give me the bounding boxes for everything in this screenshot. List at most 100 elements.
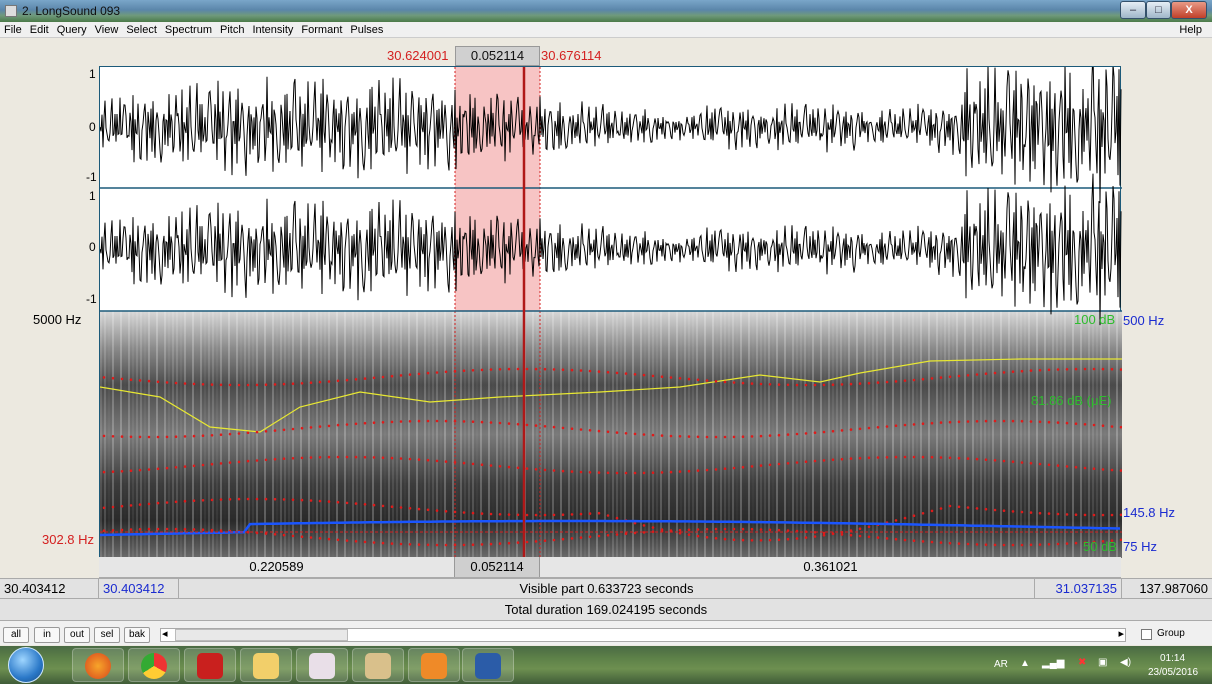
zoom-in-button[interactable]: in [34,627,60,643]
formant-point [705,435,709,439]
wave2-mid-label: 0 [89,240,96,254]
formant-point [894,424,898,428]
formant-point [444,460,448,463]
menu-pulses[interactable]: Pulses [350,24,384,36]
flag-icon[interactable]: ✖ [1078,657,1087,668]
formant-point [363,377,367,380]
praat-taskbar-button[interactable] [296,648,348,682]
formant-point [777,462,781,466]
word-taskbar-button[interactable] [462,648,514,682]
firefox-taskbar-button[interactable] [72,648,124,682]
visible-end-time[interactable]: 31.037135 [1034,579,1122,599]
group-checkbox[interactable] [1141,629,1152,640]
start-button[interactable] [8,647,44,683]
menu-spectrum[interactable]: Spectrum [164,24,212,36]
formant-point [957,374,961,378]
zoom-out-button[interactable]: out [64,627,90,643]
menu-intensity[interactable]: Intensity [252,24,294,36]
horizontal-scrollbar[interactable]: ◂ ▸ [160,628,1126,642]
formant-point [462,420,466,423]
signal-panel[interactable] [99,51,1123,558]
formant-point [1119,425,1123,429]
segment-middle[interactable]: 0.052114 [455,557,540,577]
menu-edit[interactable]: Edit [29,24,49,36]
formant-point [768,538,772,542]
paint-taskbar-button[interactable] [352,648,404,682]
spectrogram-stripe [388,311,390,558]
total-duration-label[interactable]: Total duration 169.024195 seconds [504,602,708,617]
formant-point [480,512,484,515]
menu-file[interactable]: File [4,24,22,36]
pitch-bottom-freq: 75 Hz [1123,539,1157,554]
clock-time[interactable]: 01:14 [1160,653,1186,664]
menu-help[interactable]: Help [1179,24,1202,36]
visible-part-label[interactable]: Visible part 0.633723 seconds [519,581,694,596]
segment-right[interactable]: 0.361021 [803,559,858,574]
spectrogram-stripe [1096,311,1098,558]
menu-formant[interactable]: Formant [301,24,343,36]
formant-point [966,457,970,460]
total-duration-row: Total duration 169.024195 seconds [0,598,1212,620]
spectrogram-stripe [832,311,834,558]
clock-date[interactable]: 23/05/2016 [1148,667,1199,678]
minimize-button[interactable]: – [1120,1,1146,19]
explorer-taskbar-button[interactable] [240,648,292,682]
chrome-taskbar-button[interactable] [128,648,180,682]
formant-point [741,435,745,439]
language-indicator[interactable]: AR [994,659,1008,670]
selection-duration[interactable]: 0.052114 [455,46,540,66]
formant-point [822,533,826,537]
scroll-right-icon[interactable]: ▸ [1118,628,1124,640]
formant-point [588,369,592,373]
show-hidden-icons-icon[interactable]: ▲ [1020,658,1030,669]
menu-select[interactable]: Select [126,24,157,36]
formant-point [507,367,511,371]
formant-point [453,543,457,547]
formant-point [930,509,934,513]
spectrogram-stripe [232,311,234,558]
zoom-all-button[interactable]: all [3,627,29,643]
formant-point [903,538,907,542]
formant-point [120,504,124,508]
window-start-time[interactable]: 30.403412 [0,579,99,599]
formant-point [345,378,349,382]
spectrogram-stripe [1000,311,1002,558]
spectrogram-stripe [948,311,950,558]
formant-point [372,421,376,425]
formant-point [462,511,466,514]
signal-drawing[interactable] [99,51,1123,558]
visible-start-time[interactable]: 30.403412 [99,579,179,599]
formant-point [318,425,322,428]
menu-view[interactable]: View [94,24,119,36]
network-icon[interactable]: ▂▄▆ [1042,658,1065,669]
spectrogram-stripe [680,311,682,558]
segment-left[interactable]: 0.220589 [99,557,455,577]
formant-point [345,501,349,505]
window-end-time[interactable]: 137.987060 [1139,581,1208,596]
zoom-back-button[interactable]: bak [124,627,150,643]
zoom-sel-button[interactable]: sel [94,627,120,643]
formant-point [885,425,889,428]
scroll-thumb[interactable] [175,629,348,641]
scroll-left-icon[interactable]: ◂ [162,628,168,640]
maximize-button[interactable]: □ [1146,1,1171,19]
close-button[interactable]: X [1171,1,1207,19]
formant-point [732,538,736,541]
spectrogram-stripe [884,311,886,558]
pdf-reader-taskbar-button[interactable] [184,648,236,682]
formant-point [903,516,907,520]
formant-point [102,376,106,379]
menu-query[interactable]: Query [56,24,87,36]
formant-point [885,380,889,384]
menu-pitch[interactable]: Pitch [219,24,245,36]
device-icon[interactable]: ▣ [1098,657,1108,668]
spectrogram-stripe [1060,311,1062,558]
formant-point [768,528,772,532]
formant-point [444,370,448,374]
media-player-taskbar-button[interactable] [408,648,460,682]
formant-point [759,464,763,467]
spectrogram-stripe [1076,311,1078,558]
formant-point [192,528,196,531]
volume-icon[interactable]: ◀) [1120,657,1132,668]
formant-point [849,382,853,386]
